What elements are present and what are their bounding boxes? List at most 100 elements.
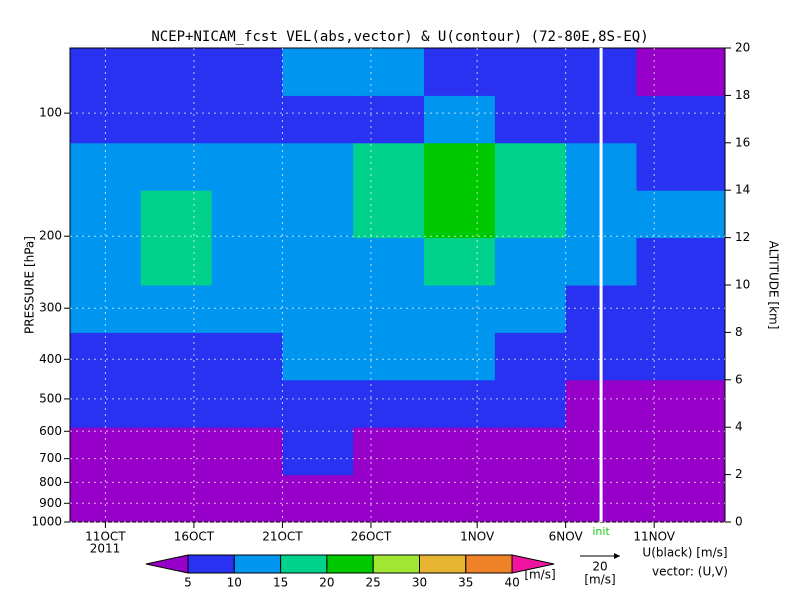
field-cell	[424, 474, 496, 523]
y2-tick-label: 0	[735, 515, 743, 529]
y-axis-label: PRESSURE [hPa]	[23, 236, 37, 334]
colorbar-label: 15	[273, 576, 288, 590]
y-tick-label: 500	[39, 391, 62, 405]
field-cell	[424, 285, 496, 333]
field-cell	[494, 190, 567, 239]
vector-legend-head	[614, 553, 620, 559]
vector-legend-speed: 20	[592, 560, 607, 574]
field-cell	[494, 332, 567, 381]
y2-tick-label: 20	[735, 41, 750, 55]
x-tick-label: 26OCT	[351, 530, 392, 544]
y-tick-label: 900	[39, 496, 62, 510]
field-cell	[636, 142, 726, 191]
field-cell	[424, 48, 496, 96]
field-cell	[636, 379, 726, 428]
field-cell	[211, 427, 283, 476]
colorbar-unit: [m/s]	[524, 568, 555, 582]
colorbar-label: 10	[227, 576, 242, 590]
field-cell	[636, 332, 726, 381]
field-cell	[140, 48, 213, 96]
field-cell	[494, 427, 567, 476]
field-cell	[353, 237, 425, 286]
y-tick-label: 600	[39, 424, 62, 438]
x-tick-label: 11OCT	[85, 530, 126, 544]
init-label: init	[592, 525, 610, 538]
field-cell	[353, 142, 425, 191]
field-cell	[636, 237, 726, 286]
field-cell	[140, 237, 213, 286]
y-tick-label: 100	[39, 106, 62, 120]
colorbar-cell	[145, 554, 189, 574]
field-cell	[140, 379, 213, 428]
field-cell	[494, 95, 567, 144]
colorbar-label: 5	[184, 576, 192, 590]
field-cell	[70, 142, 142, 191]
field-cell	[70, 190, 142, 239]
field-cell	[494, 285, 567, 333]
field-cell	[211, 95, 283, 144]
colorbar-cell	[419, 554, 467, 574]
colorbar-label: 25	[366, 576, 381, 590]
year-label: 2011	[90, 542, 121, 556]
field-cell	[636, 285, 726, 333]
vector-label: vector: (U,V)	[652, 565, 728, 579]
field-cell	[140, 332, 213, 381]
y2-tick-label: 8	[735, 325, 743, 339]
colorbar-label: 30	[412, 576, 427, 590]
field-cell	[211, 379, 283, 428]
colorbar-cell	[326, 554, 374, 574]
colorbar-cell	[233, 554, 282, 574]
field-cell	[636, 95, 726, 144]
field-cell	[424, 190, 496, 239]
y2-tick-label: 18	[735, 88, 750, 102]
field-cell	[140, 285, 213, 333]
x-tick-label: 6NOV	[549, 530, 584, 544]
colorbar-cell	[280, 554, 328, 574]
y2-tick-label: 16	[735, 135, 750, 149]
field-cell	[140, 190, 213, 239]
field-cell	[636, 190, 726, 239]
x-tick-label: 16OCT	[174, 530, 215, 544]
field-cell	[211, 474, 283, 523]
x-tick-label: 21OCT	[262, 530, 303, 544]
field-cell	[353, 332, 425, 381]
field-cell	[636, 427, 726, 476]
field-cell	[353, 474, 425, 523]
field-cell	[140, 95, 213, 144]
colorbar-cell	[372, 554, 421, 574]
colorbar-label: 35	[458, 576, 473, 590]
field-cell	[353, 379, 425, 428]
field-cell	[636, 474, 726, 523]
field-cell	[70, 237, 142, 286]
field-cell	[282, 95, 354, 144]
field-cell	[424, 95, 496, 144]
y-tick-label: 700	[39, 451, 62, 465]
colorbar-cell	[511, 554, 555, 574]
y2-tick-label: 10	[735, 278, 750, 292]
y2-tick-label: 4	[735, 420, 743, 434]
field-cell	[424, 237, 496, 286]
field-cell	[282, 237, 354, 286]
x-tick-label: 1NOV	[460, 530, 495, 544]
field-cell	[424, 379, 496, 428]
field-cell	[636, 48, 726, 96]
vector-unit: [m/s]	[584, 573, 615, 587]
y2-tick-label: 14	[735, 183, 750, 197]
y-tick-label: 300	[39, 301, 62, 315]
field-cell	[494, 474, 567, 523]
field-cell	[494, 48, 567, 96]
field-cell	[211, 332, 283, 381]
field-cell	[140, 427, 213, 476]
field-cell	[494, 237, 567, 286]
colorbar-label: 40	[504, 576, 519, 590]
field-cell	[424, 427, 496, 476]
field-cell	[353, 48, 425, 96]
x-tick-label: 11NOV	[633, 530, 675, 544]
field-cell	[140, 474, 213, 523]
y2-tick-label: 6	[735, 372, 743, 386]
field-cell	[211, 237, 283, 286]
field-cell	[140, 142, 213, 191]
field-cell	[494, 379, 567, 428]
y2-tick-label: 12	[735, 230, 750, 244]
